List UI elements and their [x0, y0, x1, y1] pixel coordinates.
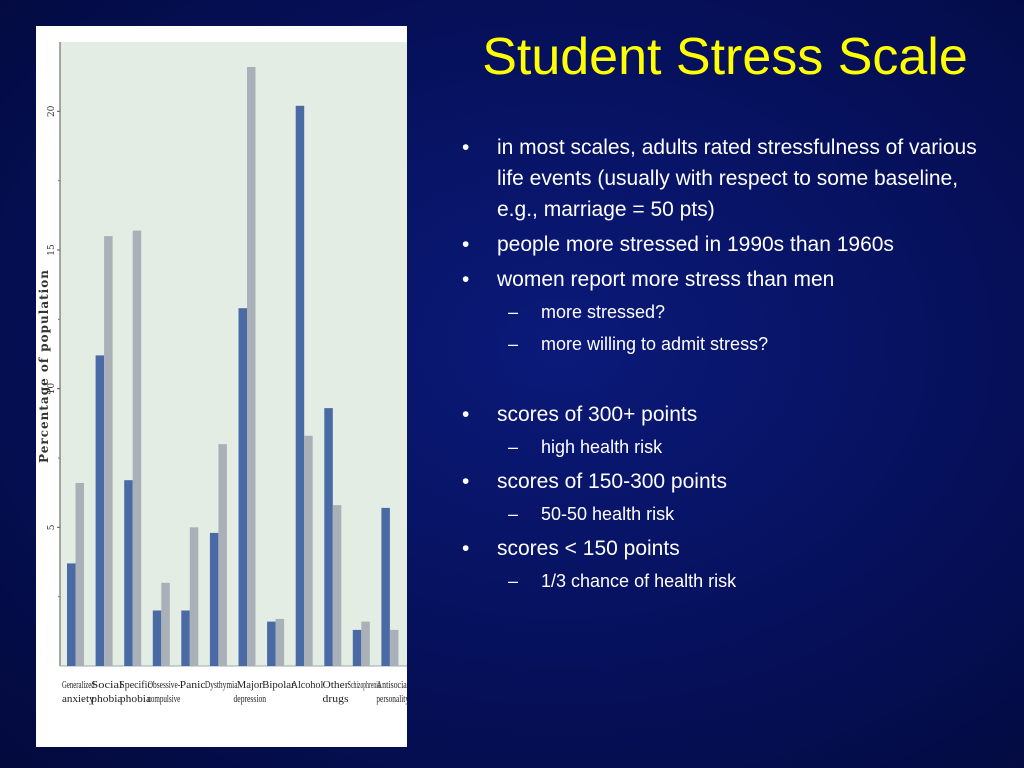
bullet-text: more willing to admit stress?	[541, 334, 769, 354]
bullet-mark: •	[462, 268, 470, 291]
bullet-text: in most scales, adults rated stressfulne…	[497, 136, 977, 221]
category-label: phobia	[91, 693, 122, 705]
bullet-item: • in most scales, adults rated stressfuln…	[462, 132, 1002, 225]
bar-series-b	[161, 582, 170, 666]
bullet-mark: •	[462, 537, 470, 560]
sub-bullet-item: – more willing to admit stress?	[462, 331, 1002, 357]
category-label: personality	[376, 693, 407, 705]
bullet-item: • women report more stress than men	[462, 264, 1002, 295]
bar-series-b	[389, 629, 399, 666]
dash-mark: –	[508, 571, 519, 591]
bar-series-b	[247, 67, 256, 666]
y-tick-label: 15	[47, 244, 57, 256]
bullet-text: scores of 150-300 points	[497, 470, 727, 493]
dash-mark: –	[508, 334, 519, 354]
bar-series-a	[209, 532, 219, 666]
y-axis-label: Percentage of population	[37, 269, 51, 463]
sub-bullet-item: – 50-50 health risk	[462, 501, 1002, 527]
category-label: Specific	[119, 679, 152, 691]
bar-series-a	[267, 621, 276, 666]
bullet-mark: •	[462, 403, 470, 426]
chart-panel: 5 10 15 20 Generalized anxiety Social phobia Sp…	[36, 26, 407, 747]
category-label: Social	[91, 679, 122, 691]
category-labels: Generalized anxiety Social phobia Specific ph…	[62, 679, 407, 705]
y-axis: 5 10 15 20	[47, 42, 407, 667]
bar-series-b	[218, 444, 227, 666]
bar-series-b	[189, 527, 199, 666]
bullet-spacer	[462, 363, 1002, 399]
bar-series-a	[95, 355, 105, 666]
category-label: Major	[237, 679, 263, 691]
category-label: anxiety	[62, 693, 95, 705]
bar-series-a	[295, 105, 305, 667]
bar-series-b	[75, 483, 84, 666]
category-label: compulsive	[148, 693, 181, 705]
bullet-text: scores < 150 points	[497, 537, 680, 560]
bar-series-a	[238, 308, 247, 666]
y-tick-label: 20	[47, 105, 57, 117]
bar-chart: 5 10 15 20 Generalized anxiety Social phobia Sp…	[37, 42, 407, 705]
bar-series-b	[304, 435, 313, 666]
bar-series-a	[67, 563, 76, 666]
dash-mark: –	[508, 302, 519, 322]
bullet-text: scores of 300+ points	[497, 403, 698, 426]
y-tick-label: 5	[47, 524, 57, 530]
category-label: drugs	[323, 693, 349, 705]
category-label: Panic	[180, 679, 206, 691]
bar-series-a	[352, 629, 362, 666]
bar-series-a	[124, 480, 133, 666]
bullet-text: 1/3 chance of health risk	[541, 571, 737, 591]
bar-series-a	[181, 610, 190, 666]
bar-series-a	[324, 408, 333, 666]
dash-mark: –	[508, 437, 519, 457]
bullet-text: 50-50 health risk	[541, 504, 675, 524]
sub-bullet-item: – high health risk	[462, 434, 1002, 460]
bar-series-a	[381, 507, 390, 666]
dash-mark: –	[508, 504, 519, 524]
bar-series-b	[332, 505, 342, 666]
category-label: Alcohol	[291, 679, 324, 691]
category-label: Generalized	[62, 679, 95, 691]
plot-background	[60, 42, 407, 666]
category-label: Antisocial	[376, 679, 407, 691]
sub-bullet-item: – more stressed?	[462, 299, 1002, 325]
category-label: Schizophrenia	[348, 679, 381, 691]
category-label: Obsessive-	[148, 679, 181, 691]
bullet-text: high health risk	[541, 437, 663, 457]
bar-series-b	[361, 621, 370, 666]
bullet-item: • scores of 300+ points	[462, 399, 1002, 430]
category-label: depression	[234, 693, 267, 705]
bullet-mark: •	[462, 233, 470, 256]
bullet-item: • people more stressed in 1990s than 1960…	[462, 229, 1002, 260]
bar-series-b	[104, 236, 113, 666]
bar-group	[67, 67, 399, 667]
bar-series-a	[152, 610, 162, 666]
y-tick-label: 10	[47, 383, 57, 395]
sub-bullet-item: – 1/3 chance of health risk	[462, 568, 1002, 594]
bullet-list: • in most scales, adults rated stressfuln…	[462, 132, 1002, 600]
bullet-item: • scores of 150-300 points	[462, 466, 1002, 497]
bullet-text: people more stressed in 1990s than 1960s	[497, 233, 894, 256]
bar-series-b	[132, 230, 142, 666]
bullet-item: • scores < 150 points	[462, 533, 1002, 564]
category-label: Dysthymia	[205, 679, 238, 691]
category-label: Other	[323, 679, 349, 691]
bullet-text: more stressed?	[541, 302, 666, 322]
category-label: phobia	[120, 693, 151, 705]
bar-series-b	[275, 618, 285, 666]
slide-title: Student Stress Scale	[482, 28, 968, 86]
bullet-mark: •	[462, 470, 470, 493]
bullet-mark: •	[462, 136, 470, 159]
category-label: Bipolar	[262, 679, 295, 691]
bullet-text: women report more stress than men	[497, 268, 835, 291]
